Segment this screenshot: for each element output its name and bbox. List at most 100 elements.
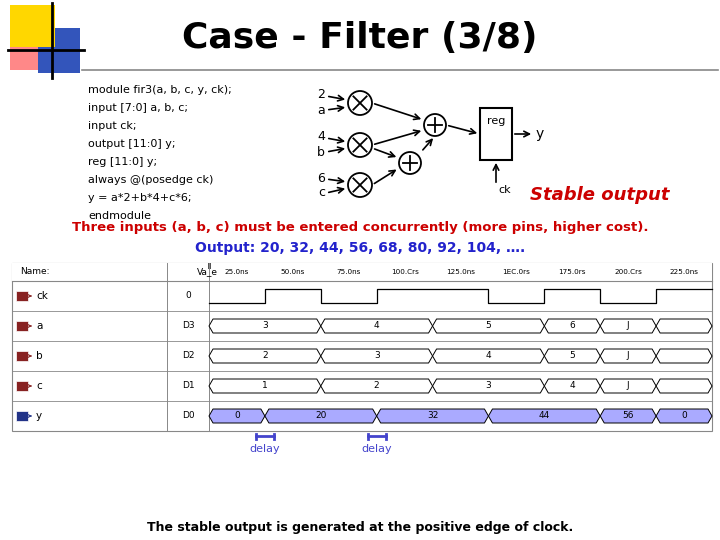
Text: y = a*2+b*4+c*6;: y = a*2+b*4+c*6; <box>88 193 192 203</box>
Text: D1: D1 <box>181 381 194 390</box>
Bar <box>16 321 28 331</box>
Text: 225.0ns: 225.0ns <box>670 269 698 275</box>
Text: 0: 0 <box>185 292 191 300</box>
Polygon shape <box>600 409 656 423</box>
Text: 5: 5 <box>485 321 491 330</box>
Text: Va_e: Va_e <box>197 267 217 276</box>
Text: D3: D3 <box>181 321 194 330</box>
Polygon shape <box>544 379 600 393</box>
Text: 100.Crs: 100.Crs <box>391 269 418 275</box>
Polygon shape <box>209 319 321 333</box>
Text: module fir3(a, b, c, y, ck);: module fir3(a, b, c, y, ck); <box>88 85 232 95</box>
Polygon shape <box>433 319 544 333</box>
Text: 1: 1 <box>262 381 268 390</box>
Polygon shape <box>321 319 433 333</box>
Text: 50.0ns: 50.0ns <box>281 269 305 275</box>
Text: y: y <box>36 411 42 421</box>
Text: 175.0rs: 175.0rs <box>559 269 586 275</box>
Text: Case - Filter (3/8): Case - Filter (3/8) <box>182 21 538 55</box>
Polygon shape <box>321 349 433 363</box>
Text: b: b <box>317 145 325 159</box>
Polygon shape <box>656 409 712 423</box>
Bar <box>16 291 28 301</box>
Text: 1EC.0rs: 1EC.0rs <box>503 269 531 275</box>
Polygon shape <box>433 349 544 363</box>
Text: 6: 6 <box>570 321 575 330</box>
Text: Output: 20, 32, 44, 56, 68, 80, 92, 104, ….: Output: 20, 32, 44, 56, 68, 80, 92, 104,… <box>195 241 525 255</box>
Polygon shape <box>544 319 600 333</box>
Text: 5: 5 <box>570 352 575 361</box>
Text: J: J <box>627 352 629 361</box>
Polygon shape <box>656 349 712 363</box>
Polygon shape <box>209 379 321 393</box>
Text: 4: 4 <box>570 381 575 390</box>
Text: Name:: Name: <box>20 267 50 276</box>
Text: ck: ck <box>36 291 48 301</box>
Text: 3: 3 <box>374 352 379 361</box>
Text: J: J <box>627 321 629 330</box>
Text: delay: delay <box>250 444 280 454</box>
Bar <box>16 411 28 421</box>
Bar <box>12 263 712 431</box>
Text: a: a <box>318 104 325 117</box>
Text: 32: 32 <box>427 411 438 421</box>
Text: 25.0ns: 25.0ns <box>225 269 249 275</box>
Text: a: a <box>36 321 42 331</box>
Text: 2: 2 <box>262 352 268 361</box>
Text: 56: 56 <box>622 411 634 421</box>
Text: 6: 6 <box>317 172 325 185</box>
Text: ck: ck <box>498 185 510 195</box>
Polygon shape <box>600 319 656 333</box>
Text: D0: D0 <box>181 411 194 421</box>
Text: 200.Crs: 200.Crs <box>614 269 642 275</box>
Polygon shape <box>544 349 600 363</box>
Polygon shape <box>209 349 321 363</box>
Text: reg [11:0] y;: reg [11:0] y; <box>88 157 157 167</box>
Bar <box>12 263 712 281</box>
Text: 2: 2 <box>317 89 325 102</box>
Text: c: c <box>36 381 42 391</box>
Bar <box>16 381 28 391</box>
Polygon shape <box>656 379 712 393</box>
Text: output [11:0] y;: output [11:0] y; <box>88 139 176 149</box>
Polygon shape <box>488 409 600 423</box>
Bar <box>208 263 211 269</box>
Text: reg: reg <box>487 116 505 126</box>
Text: Three inputs (a, b, c) must be entered concurrently (more pins, higher cost).: Three inputs (a, b, c) must be entered c… <box>72 221 648 234</box>
Bar <box>10 38 45 70</box>
Text: 4: 4 <box>317 131 325 144</box>
Polygon shape <box>377 409 488 423</box>
Bar <box>16 351 28 361</box>
Text: 4: 4 <box>485 352 491 361</box>
Text: c: c <box>318 186 325 199</box>
Polygon shape <box>265 409 377 423</box>
Text: 75.0ns: 75.0ns <box>336 269 361 275</box>
Text: delay: delay <box>361 444 392 454</box>
Bar <box>10 5 55 47</box>
Text: 44: 44 <box>539 411 550 421</box>
Polygon shape <box>209 409 265 423</box>
Text: Stable output: Stable output <box>530 186 670 204</box>
Text: 0: 0 <box>234 411 240 421</box>
Text: y: y <box>536 127 544 141</box>
Text: always @(posedge ck): always @(posedge ck) <box>88 175 213 185</box>
Text: 20: 20 <box>315 411 326 421</box>
Text: b: b <box>36 351 42 361</box>
Polygon shape <box>600 379 656 393</box>
Text: input [7:0] a, b, c;: input [7:0] a, b, c; <box>88 103 188 113</box>
Polygon shape <box>600 349 656 363</box>
Text: J: J <box>627 381 629 390</box>
Polygon shape <box>433 379 544 393</box>
Text: 4: 4 <box>374 321 379 330</box>
Bar <box>38 28 80 73</box>
Text: 3: 3 <box>485 381 491 390</box>
Polygon shape <box>656 319 712 333</box>
Text: The stable output is generated at the positive edge of clock.: The stable output is generated at the po… <box>147 522 573 535</box>
Text: 125.0ns: 125.0ns <box>446 269 475 275</box>
Text: 2: 2 <box>374 381 379 390</box>
Text: D2: D2 <box>181 352 194 361</box>
Text: endmodule: endmodule <box>88 211 151 221</box>
Polygon shape <box>321 379 433 393</box>
Text: 3: 3 <box>262 321 268 330</box>
Text: input ck;: input ck; <box>88 121 137 131</box>
